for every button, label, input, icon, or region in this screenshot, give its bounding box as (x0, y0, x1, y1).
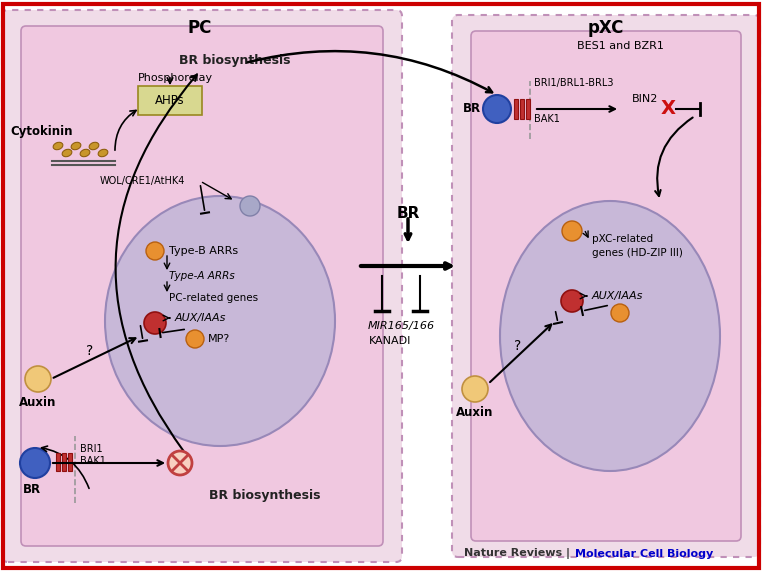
Ellipse shape (53, 142, 63, 150)
Text: BR: BR (396, 206, 420, 220)
FancyBboxPatch shape (21, 26, 383, 546)
Text: BR biosynthesis: BR biosynthesis (209, 489, 320, 502)
Circle shape (462, 376, 488, 402)
Text: Phosphorelay: Phosphorelay (137, 73, 213, 83)
Bar (526, 99, 530, 119)
Ellipse shape (500, 201, 720, 471)
Text: Type-A ARRs: Type-A ARRs (169, 271, 235, 281)
Text: X: X (661, 99, 675, 119)
Text: Auxin: Auxin (19, 396, 56, 409)
Ellipse shape (80, 149, 90, 156)
Ellipse shape (98, 149, 108, 156)
Text: KANADI: KANADI (369, 336, 411, 346)
Text: Molecular Cell Biology: Molecular Cell Biology (575, 549, 713, 559)
Circle shape (168, 451, 192, 475)
Circle shape (25, 366, 51, 392)
Text: ?: ? (514, 339, 522, 353)
Text: WOL/CRE1/AtHK4: WOL/CRE1/AtHK4 (100, 176, 185, 186)
Circle shape (562, 221, 582, 241)
Text: Type-B ARRs: Type-B ARRs (169, 246, 238, 256)
Ellipse shape (105, 196, 335, 446)
Text: BAK1: BAK1 (80, 456, 106, 466)
Text: BR: BR (23, 483, 41, 496)
Text: PC: PC (188, 19, 212, 37)
Text: BR: BR (463, 103, 481, 115)
Circle shape (483, 95, 511, 123)
FancyBboxPatch shape (471, 31, 741, 541)
Text: AUX/IAAs: AUX/IAAs (175, 313, 227, 323)
Text: ?: ? (86, 344, 94, 358)
FancyBboxPatch shape (2, 10, 402, 562)
Bar (56, 453, 60, 471)
Text: MIR165/166: MIR165/166 (368, 321, 435, 331)
Text: BAK1: BAK1 (534, 114, 560, 124)
Text: BR biosynthesis: BR biosynthesis (179, 54, 291, 67)
Ellipse shape (62, 149, 72, 156)
Text: Auxin: Auxin (456, 406, 494, 419)
Circle shape (186, 330, 204, 348)
Circle shape (146, 242, 164, 260)
Bar (68, 453, 72, 471)
Text: AHPs: AHPs (155, 94, 185, 107)
FancyBboxPatch shape (138, 86, 202, 115)
Text: BIN2: BIN2 (632, 94, 658, 104)
Text: Cytokinin: Cytokinin (10, 124, 72, 138)
Circle shape (20, 448, 50, 478)
FancyBboxPatch shape (452, 15, 760, 557)
Circle shape (240, 196, 260, 216)
Text: BRI1: BRI1 (80, 444, 103, 454)
Text: BES1 and BZR1: BES1 and BZR1 (577, 41, 664, 51)
Circle shape (611, 304, 629, 322)
Bar (520, 99, 524, 119)
Text: AUX/IAAs: AUX/IAAs (592, 291, 643, 301)
Text: BRI1/BRL1-BRL3: BRI1/BRL1-BRL3 (534, 78, 613, 88)
Text: Nature Reviews |: Nature Reviews | (464, 548, 574, 559)
Text: pXC-related
genes (HD-ZIP III): pXC-related genes (HD-ZIP III) (592, 235, 683, 258)
Bar (514, 99, 518, 119)
Text: PC-related genes: PC-related genes (169, 293, 258, 303)
Text: MP?: MP? (208, 334, 230, 344)
Ellipse shape (71, 142, 81, 150)
Bar (62, 453, 66, 471)
Text: pXC: pXC (588, 19, 624, 37)
Ellipse shape (89, 142, 99, 150)
Circle shape (144, 312, 166, 334)
Circle shape (561, 290, 583, 312)
